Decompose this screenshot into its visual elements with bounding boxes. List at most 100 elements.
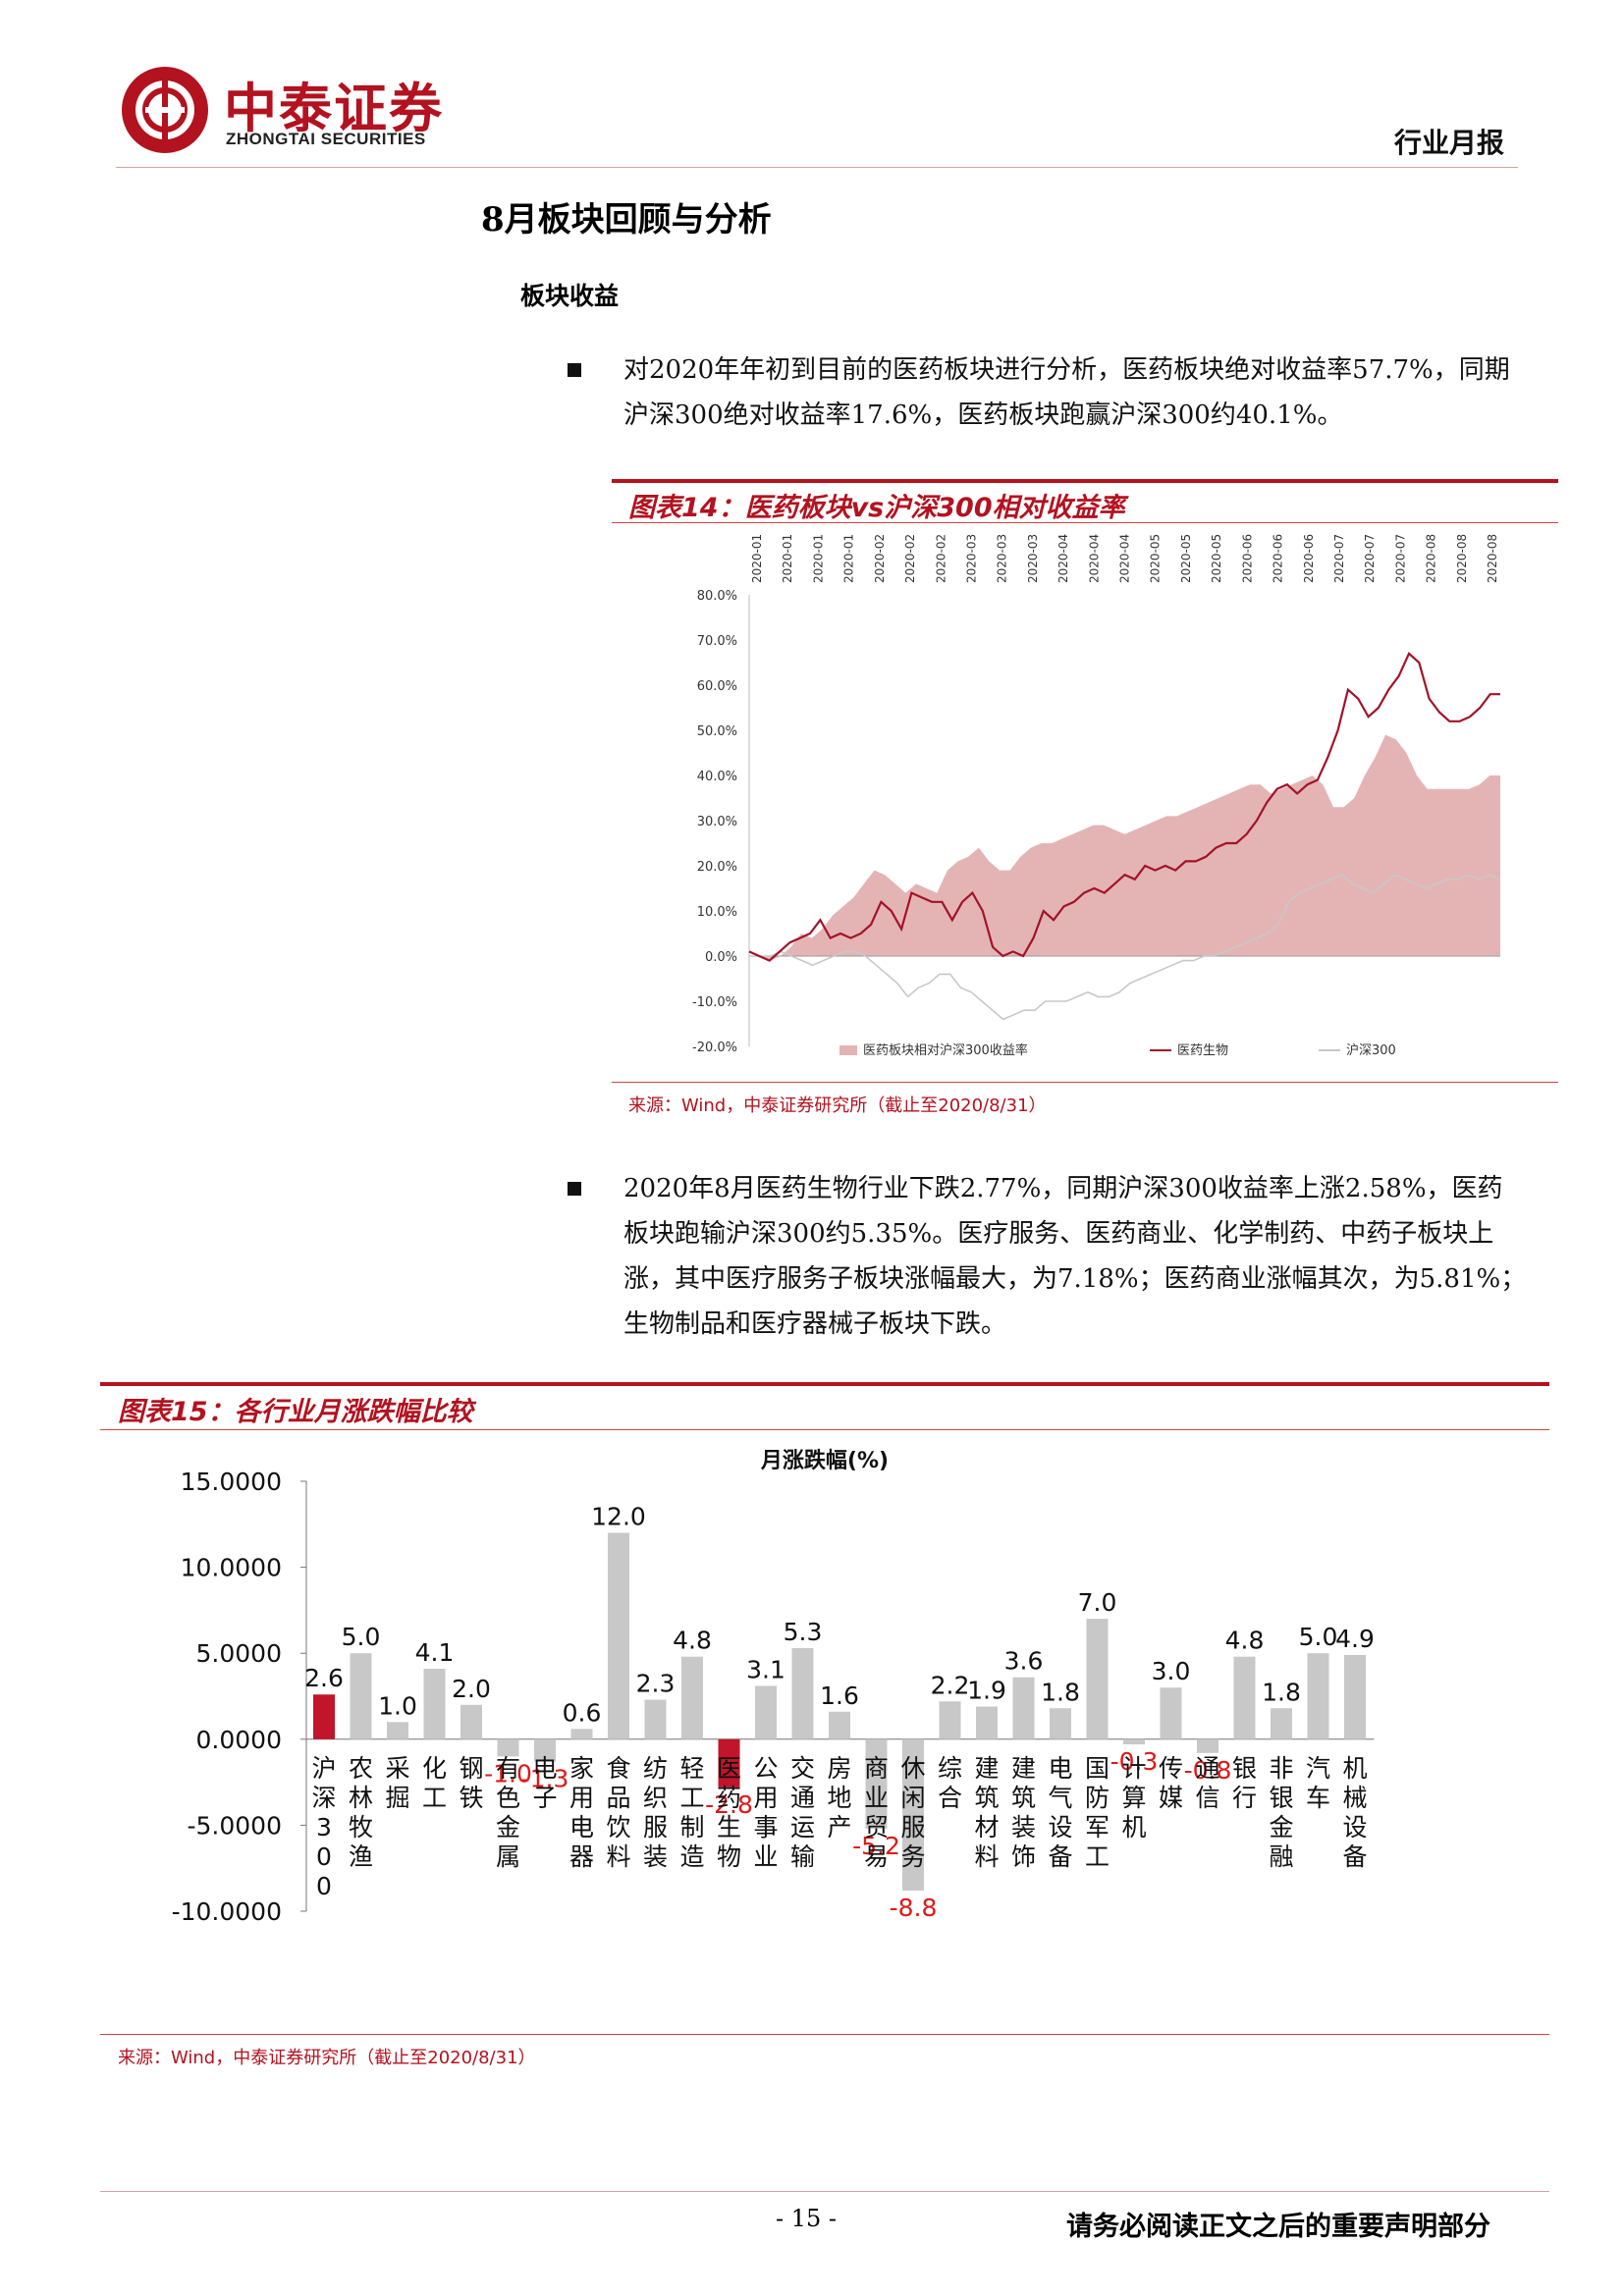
data-label: 0.6 (563, 1698, 602, 1727)
logo-text-cn: 中泰证券 (224, 78, 444, 139)
bar-6 (534, 1738, 556, 1762)
logo-text-en: ZHONGTAI SECURITIES (226, 130, 426, 148)
data-label: 5.0 (342, 1623, 381, 1651)
x-category-label: 电子 (532, 1754, 557, 1812)
x-tick-label: 2020-05 (1179, 534, 1193, 583)
bar-7 (570, 1729, 593, 1739)
y-tick-label: 0.0000 (196, 1726, 282, 1754)
x-tick-label: 2020-06 (1240, 534, 1254, 583)
x-category-label: 采掘 (385, 1754, 409, 1812)
x-tick-label: 2020-01 (842, 534, 856, 583)
x-tick-label: 2020-07 (1393, 534, 1407, 583)
y-tick-label: -10.0% (692, 995, 737, 1010)
y-tick-label: -5.0000 (188, 1811, 283, 1840)
bar-28 (1344, 1654, 1366, 1739)
bar-19 (1012, 1677, 1035, 1739)
data-label: 4.9 (1335, 1625, 1375, 1653)
data-label: 2.2 (931, 1671, 970, 1699)
y-tick-label: 15.0000 (181, 1468, 282, 1496)
data-label: -1.0 (484, 1759, 532, 1788)
y-tick-label: 50.0% (697, 724, 737, 739)
paragraph-ytd-return: 对2020年年初到目前的医药板块进行分析，医药板块绝对收益率57.7%，同期沪深… (623, 355, 1510, 430)
figure-bottom-rule (100, 2034, 1549, 2035)
series-line-pharma (748, 651, 1500, 962)
x-tick-label: 2020-03 (1026, 534, 1040, 583)
x-category-label: 纺织服装 (643, 1754, 668, 1871)
data-label: 3.1 (746, 1655, 785, 1683)
page-number: - 15 - (776, 2205, 838, 2232)
y-tick-label: 30.0% (697, 815, 737, 829)
x-tick-label: 2020-05 (1210, 534, 1223, 583)
data-label: 5.0 (1299, 1623, 1338, 1651)
figure-top-rule (612, 479, 1558, 483)
bar-24 (1197, 1738, 1218, 1753)
legend-swatch-area (839, 1045, 857, 1055)
relative-return-chart: 80.0% 70.0% 60.0% 50.0% 40.0% 30.0% 20.0% 10.0%… (692, 534, 1501, 1058)
x-category-label: 房地产 (827, 1754, 851, 1842)
x-tick-label: 2020-01 (811, 534, 825, 583)
bar-0 (313, 1694, 335, 1739)
y-tick-label: -20.0% (692, 1041, 737, 1055)
x-tick-label: 2020-06 (1302, 534, 1316, 583)
x-category-label: 机械设备 (1342, 1754, 1367, 1871)
data-label: -2.8 (705, 1790, 753, 1819)
data-label: -0.8 (1184, 1756, 1232, 1785)
figure-top-rule (100, 1382, 1549, 1386)
x-category-label: 商业贸易 (864, 1754, 889, 1871)
x-category-label: 非银金融 (1269, 1754, 1293, 1871)
bar-22 (1123, 1738, 1145, 1745)
bar-18 (976, 1706, 998, 1739)
x-category-label: 电气设备 (1048, 1754, 1072, 1871)
x-category-label: 交通运输 (790, 1754, 815, 1871)
x-category-label: 汽车 (1306, 1754, 1330, 1812)
bar-8 (608, 1532, 629, 1739)
x-category-label: 建筑装饰 (1011, 1754, 1036, 1871)
data-label: 3.0 (1152, 1657, 1191, 1685)
industry-monthly-change-chart: 月涨跌幅(%) 15.0000 10.0000 5.0000 0.0000 -5.0000… (172, 1449, 1375, 1926)
x-category-label: 银行 (1232, 1754, 1257, 1812)
series-area-relative-return (749, 734, 1500, 961)
x-category-label: 钢铁 (459, 1754, 483, 1812)
bar-2 (387, 1722, 408, 1739)
figure-14-source: 来源：Wind，中泰证券研究所（截止至2020/8/31） (628, 1095, 1047, 1116)
bar-5 (497, 1738, 519, 1757)
bar-14 (829, 1711, 850, 1739)
x-tick-label: 2020-04 (1056, 534, 1070, 583)
x-tick-label: 2020-02 (873, 534, 887, 583)
y-tick-label: 80.0% (697, 589, 737, 604)
bar-17 (939, 1701, 961, 1739)
x-tick-label: 2020-07 (1332, 534, 1346, 583)
header-divider (116, 167, 1518, 168)
figure-title-rule (612, 522, 1558, 523)
figure-title-rule (100, 1429, 1549, 1430)
bar-12 (755, 1685, 777, 1739)
data-label: 5.3 (784, 1618, 823, 1646)
x-category-label: 医药生物 (717, 1754, 741, 1871)
x-category-label: 计算机 (1121, 1754, 1146, 1842)
zhongtai-logo-icon (122, 67, 208, 153)
legend-label-hs300: 沪深300 (1346, 1042, 1396, 1058)
x-category-label: 公用事业 (753, 1754, 778, 1871)
y-tick-label: 70.0% (697, 634, 737, 649)
x-tick-label: 2020-08 (1455, 534, 1469, 583)
figure-bottom-rule (612, 1082, 1558, 1083)
bar-13 (791, 1647, 814, 1739)
data-label: 1.8 (1041, 1678, 1080, 1706)
figure-15-title: 图表15：各行业月涨跌幅比较 (118, 1397, 473, 1427)
x-category-label: 传媒 (1159, 1754, 1183, 1812)
bar-4 (460, 1704, 482, 1739)
bar-10 (681, 1656, 703, 1739)
data-label: 2.6 (304, 1664, 344, 1692)
bar-15 (865, 1738, 888, 1829)
bullet-marker (568, 363, 581, 377)
section-title: 8月板块回顾与分析 (481, 200, 772, 240)
data-label: -1.3 (521, 1765, 569, 1793)
bullet-marker (568, 1182, 581, 1196)
x-category-label: 轻工制造 (679, 1754, 704, 1871)
y-tick-label: 10.0% (697, 905, 737, 920)
data-label: 2.0 (452, 1675, 491, 1703)
x-tick-label: 2020-03 (996, 534, 1009, 583)
data-label: 1.0 (378, 1691, 417, 1720)
bar-26 (1271, 1708, 1292, 1739)
data-label: 4.8 (673, 1627, 712, 1655)
